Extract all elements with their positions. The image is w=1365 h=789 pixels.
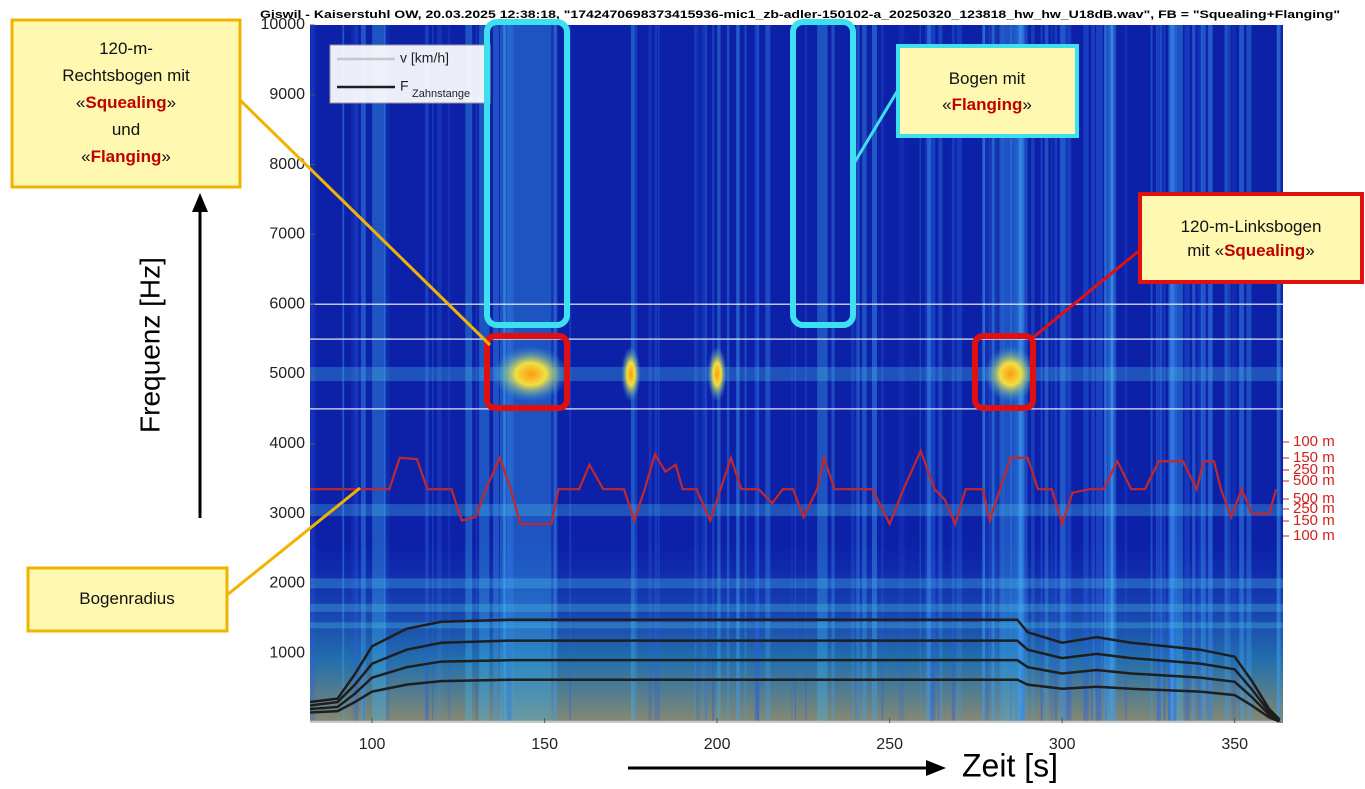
legend: v [km/h] FZahnstange	[330, 45, 490, 103]
y-tick-label: 7000	[269, 226, 305, 243]
annotation-text: Squealing	[1224, 241, 1305, 260]
annotation-text: »	[1022, 95, 1031, 114]
annotation-line: 120-m-Linksbogen	[1181, 217, 1322, 236]
low-band	[310, 542, 1283, 723]
annotation-box	[1140, 194, 1362, 282]
y-tick-label: 9000	[269, 86, 305, 103]
annotation-text: Flanging	[952, 95, 1023, 114]
arrowhead	[192, 193, 208, 212]
annotation-text: Squealing	[85, 93, 166, 112]
harmonic-band	[310, 622, 1283, 628]
plot-area	[310, 25, 1283, 723]
annotation-line: «Flanging»	[81, 147, 171, 166]
annotation-text: Flanging	[91, 147, 162, 166]
annotation-box	[898, 46, 1077, 136]
legend-label: v [km/h]	[400, 50, 449, 66]
annotation-text: und	[112, 120, 140, 139]
x-axis-label: Zeit [s]	[962, 747, 1058, 783]
y-tick-label: 3000	[269, 505, 305, 522]
annotation-line: Bogen mit	[949, 69, 1026, 88]
annotation-line: und	[112, 120, 140, 139]
y-tick-label: 6000	[269, 295, 305, 312]
x-tick-label: 150	[531, 736, 558, 753]
annotation-text: Rechtsbogen mit	[62, 66, 190, 85]
y-tick-label: 1000	[269, 644, 305, 661]
y-tick-label: 5000	[269, 365, 305, 382]
annotation-text: »	[161, 147, 170, 166]
y-tick-label: 10000	[261, 16, 306, 33]
arrowhead	[926, 760, 946, 776]
x-tick-label: 250	[876, 736, 903, 753]
annotation-text: 120-m-	[99, 39, 153, 58]
annotation-line: «Flanging»	[942, 95, 1032, 114]
annotation-text: 120-m-Linksbogen	[1181, 217, 1322, 236]
hotspot	[621, 346, 641, 402]
y-axis-label: Frequenz [Hz]	[134, 257, 165, 433]
annotation-text: Bogenradius	[79, 589, 174, 608]
hotspot	[493, 346, 569, 402]
hotspot	[707, 346, 727, 402]
y2-tick-label: 100 m	[1293, 433, 1335, 450]
annotation-text: «	[81, 147, 90, 166]
annotation-line: 120-m-	[99, 39, 153, 58]
legend-label: F	[400, 78, 409, 94]
harmonic-band	[310, 578, 1283, 588]
y-tick-label: 2000	[269, 575, 305, 592]
y-tick-label: 4000	[269, 435, 305, 452]
y2-tick-label: 100 m	[1293, 527, 1335, 544]
x-tick-label: 100	[359, 736, 386, 753]
harmonic-band	[310, 367, 1283, 381]
y2-tick-label: 500 m	[1293, 472, 1335, 489]
annotation-line: Bogenradius	[79, 589, 174, 608]
x-tick-label: 200	[704, 736, 731, 753]
annotation-text: «	[942, 95, 951, 114]
annotation-line: «Squealing»	[76, 93, 176, 112]
chart: Giswil - Kaiserstuhl OW, 20.03.2025 12:3…	[0, 0, 1365, 789]
chart-title: Giswil - Kaiserstuhl OW, 20.03.2025 12:3…	[260, 9, 1340, 21]
annotation-text: Bogen mit	[949, 69, 1026, 88]
annotation-text: »	[1305, 241, 1314, 260]
annotation-line: Rechtsbogen mit	[62, 66, 190, 85]
legend-label-sub: Zahnstange	[412, 88, 470, 100]
hotspot	[984, 346, 1036, 402]
harmonic-band	[310, 604, 1283, 612]
annotation-line: mit «Squealing»	[1187, 241, 1315, 260]
annotation-text: «	[76, 93, 85, 112]
x-tick-label: 350	[1221, 736, 1248, 753]
annotation-text: »	[167, 93, 176, 112]
annotation-text: mit «	[1187, 241, 1224, 260]
